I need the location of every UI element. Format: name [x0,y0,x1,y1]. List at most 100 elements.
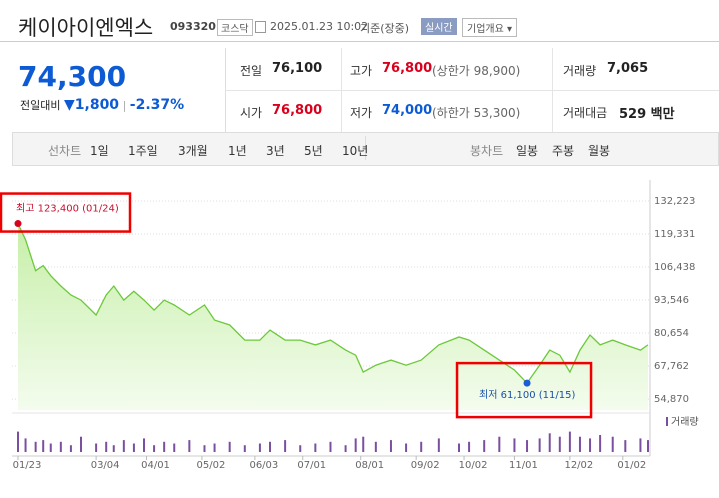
y-tick-label: 132,223 [654,196,695,207]
divider [341,48,342,132]
volume-bar [258,443,261,452]
calendar-icon [255,21,266,33]
volume-bar [269,441,271,452]
x-tick-label: 10/02 [459,460,488,471]
x-tick-label: 03/04 [91,460,120,471]
volume-bar [24,438,27,452]
volume-bar [228,441,231,452]
quote-note: (상한가 98,900) [432,64,521,78]
volume-bar [203,445,206,452]
tab-label: 선차트 [48,144,82,158]
volume-bar [647,440,649,452]
period-tab[interactable]: 1주일 [128,144,158,158]
x-tick-label: 01/02 [617,460,646,471]
volume-bar [611,436,614,452]
volume-bar [405,443,408,452]
change-rate: -2.37% [129,97,185,113]
volume-bar [105,441,108,452]
volume-bar [143,438,145,452]
period-tab[interactable]: 5년 [304,144,323,158]
volume-bar [437,438,440,452]
volume-bar [624,440,627,452]
y-tick-label: 106,438 [654,262,695,273]
quote-value: 76,800 [382,61,433,76]
x-tick-label: 05/02 [197,460,226,471]
divider [552,48,553,132]
volume-bar [420,441,423,452]
x-tick-label: 11/01 [509,460,538,471]
period-tab[interactable]: 10년 [342,144,369,158]
high-marker [14,220,22,228]
y-tick-label: 54,870 [654,394,689,405]
volume-bar [284,440,287,452]
quote-label: 고가 [350,64,373,78]
quote-label: 저가 [350,106,373,120]
volume-bar [468,441,471,452]
quote-value: 76,800 [272,103,323,118]
volume-bar [112,445,115,452]
y-tick-label: 119,331 [654,229,695,240]
volume-bar [329,441,332,452]
y-tick-label: 80,654 [654,328,689,339]
volume-bar [122,440,125,452]
y-tick-label: 67,762 [654,361,689,372]
highlight-box [0,192,132,233]
area [18,223,648,410]
quote-label: 거래량 [563,64,597,78]
volume-bar [568,431,571,452]
market-badge: 코스닥 [217,19,253,36]
period-tab[interactable]: 3년 [266,144,285,158]
volume-bar [213,443,216,452]
legend-swatch [666,417,668,426]
volume-bar [498,436,501,452]
period-tab[interactable]: 3개월 [178,144,208,158]
quote-label: 거래대금 [563,106,608,120]
candle-tab[interactable]: 일봉 [516,144,539,158]
candle-tab[interactable]: 주봉 [552,144,575,158]
volume-bar [578,436,581,452]
x-tick-label: 07/01 [297,460,326,471]
quote-value: 76,100 [272,61,323,76]
volume-bar [344,445,347,452]
low-marker [523,379,531,387]
volume-bar [17,431,19,452]
volume-bar [173,443,176,452]
volume-bar [153,445,156,452]
quote-label: 시가 [240,106,263,120]
x-tick-label: 06/03 [249,460,278,471]
volume-bar [95,443,98,452]
realtime-badge[interactable]: 실시간 [421,18,457,35]
volume-bar [314,443,317,452]
volume-bar [513,438,516,452]
price: 74,300 [18,60,127,93]
header-rule [0,41,719,42]
volume-bar [80,436,82,452]
tab-label: 봉차트 [470,144,504,158]
quote-label: 전일 [240,64,263,78]
volume-bar [639,438,642,452]
volume-bar [548,433,551,452]
datetime: 2025.01.23 10:02 [270,20,369,33]
volume-bar [558,436,561,452]
volume-bar [362,436,365,452]
quote-value: 74,000 [382,103,433,118]
x-tick-label: 12/02 [564,460,593,471]
volume-bar [389,440,392,452]
volume-bar [42,440,45,452]
volume-bar [599,435,602,452]
period-tab[interactable]: 1년 [228,144,247,158]
high-annotation: 최고 123,400 (01/24) [16,203,119,215]
volume-bar [59,441,62,452]
volume-bar [49,443,52,452]
volume-bar [69,445,72,452]
stock-code: 093320 [170,20,216,33]
x-tick-label: 04/01 [141,460,170,471]
period-tab[interactable]: 1일 [90,144,109,158]
company-button-label: 기업개요 [467,24,504,35]
y-tick-label: 93,546 [654,295,689,306]
volume-bar [299,445,302,452]
company-button[interactable]: 기업개요 ▾ [462,18,518,37]
candle-tab[interactable]: 월봉 [588,144,611,158]
change: 1,800 [74,97,120,113]
